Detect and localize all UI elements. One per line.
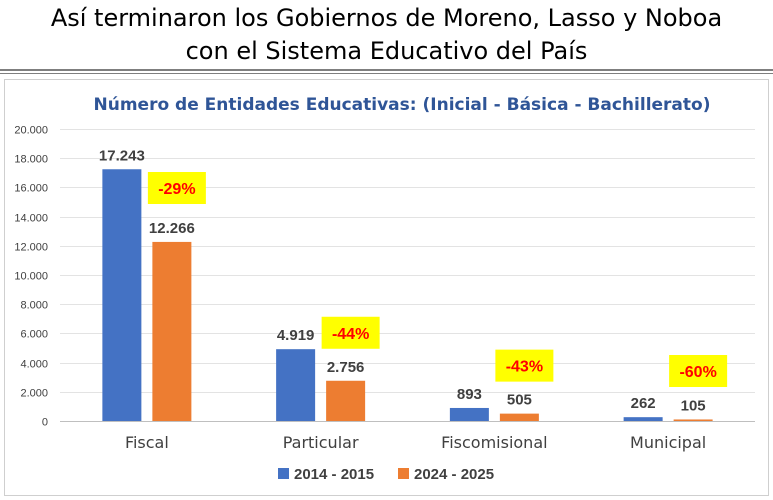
data-label: 505 [507, 392, 532, 409]
data-label: 12.266 [149, 220, 195, 237]
y-tick-label: 0 [42, 417, 48, 429]
data-label: 2.756 [327, 359, 365, 376]
data-label: 4.919 [277, 327, 315, 344]
headline-divider-thin [0, 73, 773, 74]
y-tick-label: 16.000 [14, 183, 48, 195]
x-tick-label: Fiscal [125, 433, 169, 452]
chart-title: Número de Entidades Educativas: (Inicial… [94, 95, 711, 115]
x-tick-label: Fiscomisional [441, 433, 547, 452]
data-label: 17.243 [99, 147, 145, 164]
change-badge [321, 316, 380, 349]
y-tick-label: 2.000 [20, 388, 48, 400]
chart-headline: Así terminaron los Gobiernos de Moreno, … [0, 0, 773, 72]
headline-divider [0, 69, 773, 71]
change-badge [495, 349, 554, 382]
y-tick-label: 6.000 [20, 329, 48, 341]
change-label: -60% [679, 364, 716, 381]
change-badge [669, 355, 728, 387]
headline-line-2: con el Sistema Educativo del País [185, 37, 588, 65]
bar [673, 419, 713, 421]
change-label: -43% [506, 359, 543, 376]
change-label: -29% [158, 181, 195, 198]
data-label: 105 [681, 397, 706, 414]
bar [326, 380, 366, 421]
y-tick-label: 4.000 [20, 359, 48, 371]
y-tick-label: 18.000 [14, 154, 48, 166]
x-tick-label: Particular [283, 433, 359, 452]
legend-label: 2014 - 2015 [294, 466, 374, 483]
change-label: -44% [332, 326, 369, 343]
y-tick-label: 20.000 [14, 125, 48, 137]
y-tick-label: 8.000 [20, 300, 48, 312]
bar [449, 407, 489, 421]
legend-label: 2024 - 2025 [414, 466, 494, 483]
bar [152, 241, 192, 421]
y-tick-label: 14.000 [14, 213, 48, 225]
bar [102, 169, 142, 421]
y-tick-label: 12.000 [14, 242, 48, 254]
data-label: 893 [457, 386, 482, 403]
y-tick-label: 10.000 [14, 271, 48, 283]
legend-swatch [398, 468, 409, 479]
change-badge [147, 172, 206, 204]
x-tick-label: Municipal [630, 433, 706, 452]
bar [623, 417, 663, 421]
bar [499, 413, 539, 421]
bar [276, 349, 316, 421]
headline-line-1: Así terminaron los Gobiernos de Moreno, … [50, 4, 723, 32]
legend-swatch [278, 468, 289, 479]
data-label: 262 [631, 395, 656, 412]
